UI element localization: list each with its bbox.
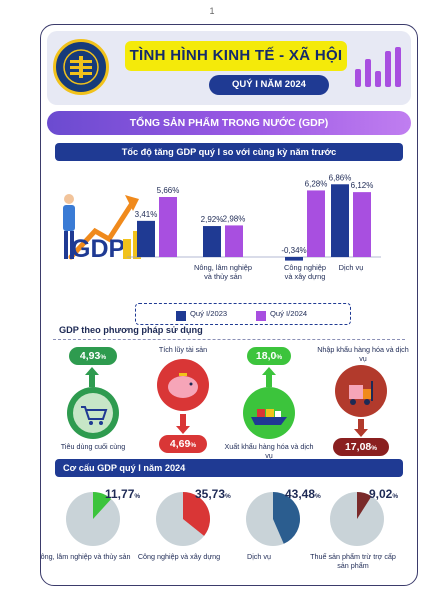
- bar-services-2024: [353, 192, 371, 257]
- pie-label-agriculture: Nông, lâm nghiệp và thủy sản: [40, 552, 131, 561]
- consumption-label: Tiêu dùng cuối cùng: [60, 442, 126, 451]
- shopping-cart-icon: [73, 393, 113, 433]
- logo-seal-icon: [53, 39, 109, 95]
- legend-label-2023: Quý I/2023: [190, 309, 228, 318]
- category-label-services: Dịch vụ: [339, 263, 364, 272]
- legend-swatch-2023: [176, 311, 186, 321]
- up-arrow-icon: [262, 367, 276, 387]
- exports-label: Xuất khẩu hàng hóa và dịch vụ: [224, 442, 314, 460]
- divider: [53, 339, 405, 340]
- accumulation-label: Tích lũy tài sản: [158, 345, 208, 354]
- header-period: QUÝ I NĂM 2024: [209, 75, 329, 95]
- bar-agriculture-2023: [203, 226, 221, 257]
- pie-value-industry: 35,73%: [195, 487, 231, 501]
- pie-value-taxes: 9,02%: [369, 487, 399, 501]
- chart-legend: Quý I/2023 Quý I/2024: [135, 303, 351, 325]
- accumulation-value: 4,69%: [159, 435, 207, 453]
- pie-value-agriculture: 11,77%: [105, 487, 141, 501]
- header-title: TÌNH HÌNH KINH TẾ - XÃ HỘI: [125, 41, 347, 71]
- bar-label-industry-2023: -0,34%: [281, 246, 306, 255]
- bar-industry-2024: [307, 190, 325, 257]
- down-arrow-icon: [176, 414, 190, 434]
- gdp-growth-chart: GDP 3,41% 5,66% 2,92% 2,98% Nông, lâm nghiệp…: [63, 173, 381, 281]
- structure-section-title: Cơ cấu GDP quý I năm 2024: [55, 459, 403, 477]
- imports-circle: [335, 365, 387, 417]
- category-label-industry: và xây dựng: [285, 272, 326, 281]
- consumption-circle: [67, 387, 119, 439]
- piggy-bank-icon: [168, 373, 198, 398]
- gdp-structure-pies: [66, 492, 384, 546]
- bar-label-gdp-2024: 5,66%: [157, 186, 180, 195]
- bar-label-gdp-2023: 3,41%: [135, 210, 158, 219]
- gdp-banner: TỔNG SẢN PHẨM TRONG NƯỚC (GDP): [47, 111, 411, 135]
- pie-label-taxes: Thuế sản phẩm trừ trợ cấp sản phẩm: [310, 552, 396, 570]
- pie-slice-industry: [183, 492, 210, 536]
- imports-value: 17,08%: [333, 438, 389, 456]
- bar-gdp-2023: [137, 220, 155, 257]
- bar-industry-2023: [285, 257, 303, 261]
- legend-swatch-2024: [256, 311, 266, 321]
- accumulation-circle: [157, 359, 209, 411]
- forklift-icon: [349, 381, 373, 405]
- consumption-value: 4,93%: [69, 347, 117, 365]
- pie-slice-agriculture: [93, 492, 112, 519]
- infographic-frame: TÌNH HÌNH KINH TẾ - XÃ HỘI QUÝ I NĂM 202…: [40, 24, 418, 586]
- bar-agriculture-2024: [225, 225, 243, 257]
- pie-slice-taxes: [357, 492, 372, 519]
- pie-value-services: 43,48%: [285, 487, 321, 501]
- down-arrow-icon: [354, 419, 368, 437]
- imports-label: Nhập khẩu hàng hóa và dịch vụ: [317, 345, 409, 363]
- bar-chart-icon: [355, 47, 401, 87]
- bar-gdp-2024: [159, 197, 177, 257]
- up-arrow-icon: [85, 367, 99, 387]
- pie-label-industry: Công nghiệp và xây dựng: [137, 552, 221, 561]
- usage-section-title: GDP theo phương pháp sử dụng: [59, 325, 203, 335]
- category-label-agriculture: Nông, lâm nghiệp: [194, 263, 252, 272]
- exports-circle: [243, 387, 295, 439]
- category-label-industry: Công nghiệp: [284, 263, 326, 272]
- bar-label-industry-2024: 6,28%: [305, 179, 328, 188]
- cargo-ship-icon: [251, 409, 287, 425]
- category-label-agriculture: và thủy sản: [204, 272, 242, 281]
- exports-value: 18,0%: [247, 347, 291, 365]
- bar-label-services-2023: 6,86%: [329, 173, 352, 182]
- gdp-illustration-text: GDP: [71, 235, 125, 263]
- pie-slice-services: [273, 492, 300, 544]
- page-number: 1: [209, 6, 215, 16]
- growth-section-title: Tốc độ tăng GDP quý I so với cùng kỳ năm…: [55, 143, 403, 161]
- header: TÌNH HÌNH KINH TẾ - XÃ HỘI QUÝ I NĂM 202…: [47, 31, 411, 105]
- bar-label-agriculture-2023: 2,92%: [201, 215, 224, 224]
- bar-services-2023: [331, 184, 349, 257]
- bar-label-agriculture-2024: 2,98%: [223, 214, 246, 223]
- bar-label-services-2024: 6,12%: [351, 181, 374, 190]
- legend-label-2024: Quý I/2024: [270, 309, 308, 318]
- pie-label-services: Dịch vụ: [247, 552, 271, 561]
